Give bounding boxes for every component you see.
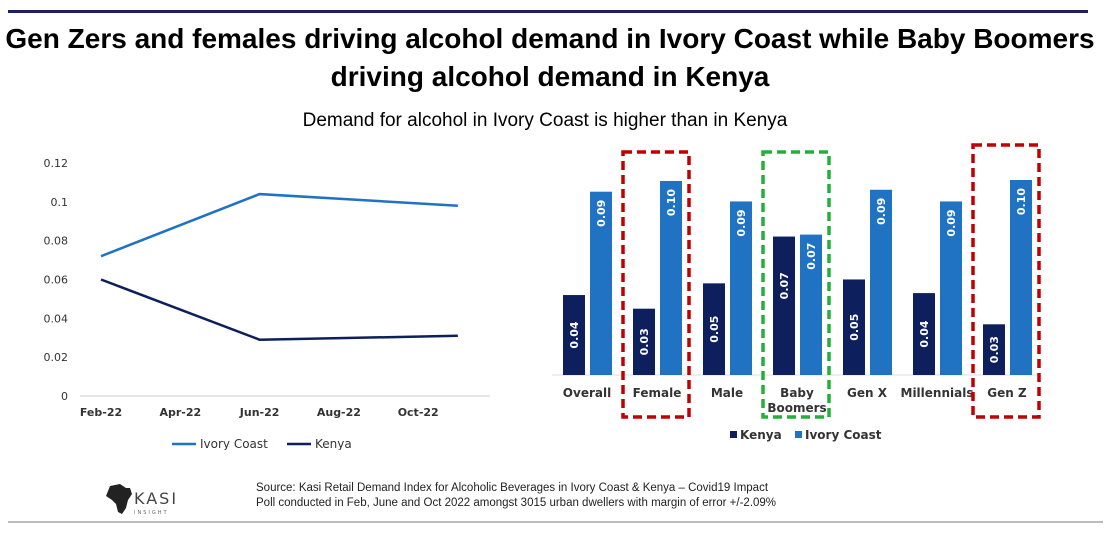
line-chart: 0 0.02 0.04 0.06 0.08 0.1 0.12 Feb-22 Apr-22 Jun-… — [44, 157, 490, 450]
bar-kenya — [983, 324, 1005, 375]
data-label: 0.10 — [1015, 188, 1028, 215]
legend-swatch — [730, 431, 737, 438]
bar-chart: 0.04 0.09 Overall 0.03 0.10 Female 0.05 0.09 Mal… — [552, 143, 1041, 442]
y-tick-label: 0.02 — [44, 351, 69, 364]
source-note: Source: Kasi Retail Demand Index for Alc… — [256, 481, 776, 511]
data-label: 0.03 — [988, 336, 1001, 363]
data-label: 0.04 — [568, 321, 581, 348]
series-line-ivory-coast — [100, 192, 458, 258]
bar-ivory-coast — [870, 189, 892, 375]
data-label: 0.09 — [945, 209, 958, 236]
x-tick-label: Feb-22 — [80, 406, 122, 419]
bar-kenya — [773, 236, 795, 375]
data-label: 0.07 — [778, 272, 791, 299]
x-tick-label: Apr-22 — [159, 406, 201, 419]
y-tick-label: 0.12 — [44, 157, 69, 170]
source-line-2: Poll conducted in Feb, June and Oct 2022… — [256, 497, 777, 509]
data-label: 0.09 — [595, 200, 608, 227]
bar-kenya — [913, 293, 935, 375]
bar-ivory-coast — [800, 234, 822, 375]
series-line-kenya — [100, 278, 458, 341]
y-tick-label: 0.04 — [44, 312, 69, 325]
data-label: 0.10 — [665, 189, 678, 216]
data-label: 0.05 — [848, 314, 861, 341]
page-subtitle: Demand for alcohol in Ivory Coast is hig… — [302, 110, 788, 131]
y-tick-label: 0.06 — [44, 274, 69, 287]
legend-swatch — [795, 431, 802, 438]
bar-ivory-coast — [590, 191, 612, 375]
category-label: Boomers — [767, 401, 826, 415]
source-line-1: Source: Kasi Retail Demand Index for Alc… — [256, 482, 769, 494]
x-tick-label: Oct-22 — [398, 406, 439, 419]
data-label: 0.09 — [735, 209, 748, 236]
page-title: Gen Zers and females driving alcohol dem… — [5, 23, 1095, 92]
y-tick-label: 0 — [61, 390, 68, 403]
legend-label: Kenya — [740, 428, 782, 442]
legend-label: Ivory Coast — [200, 437, 268, 450]
data-label: 0.04 — [918, 320, 931, 347]
bar-ivory-coast — [940, 201, 962, 375]
highlight-box-gen-z — [971, 143, 1041, 419]
top-divider — [8, 10, 1088, 13]
highlight-box-baby-boomers — [761, 150, 831, 419]
category-label: Millennials — [901, 386, 974, 400]
y-tick-label: 0.1 — [51, 196, 69, 209]
x-tick-label: Jun-22 — [239, 406, 280, 419]
kasi-logo: KASI INSIGHT — [106, 484, 178, 516]
bar-kenya — [563, 295, 585, 375]
x-tick-label: Aug-22 — [317, 406, 361, 419]
bar-ivory-coast — [660, 180, 682, 375]
bar-ivory-coast — [1010, 180, 1032, 375]
bottom-divider — [8, 521, 1103, 523]
category-label: Gen Z — [987, 386, 1027, 400]
svg-text:KASI: KASI — [134, 489, 178, 508]
bar-ivory-coast — [730, 201, 752, 375]
bar-kenya — [703, 283, 725, 375]
data-label: 0.03 — [638, 328, 651, 355]
category-label: Overall — [563, 386, 611, 400]
bar-kenya — [633, 308, 655, 375]
category-label: Male — [711, 386, 743, 400]
highlight-box-female — [621, 150, 691, 419]
svg-text:INSIGHT: INSIGHT — [134, 510, 169, 516]
data-label: 0.05 — [708, 316, 721, 343]
bar-kenya — [843, 279, 865, 375]
data-label: 0.09 — [875, 198, 888, 225]
legend-label: Ivory Coast — [805, 428, 882, 442]
category-label: Baby — [780, 386, 814, 400]
y-tick-label: 0.08 — [44, 235, 69, 248]
category-label: Female — [633, 386, 682, 400]
category-label: Gen X — [847, 386, 888, 400]
legend-label: Kenya — [315, 437, 352, 450]
data-label: 0.07 — [805, 243, 818, 270]
